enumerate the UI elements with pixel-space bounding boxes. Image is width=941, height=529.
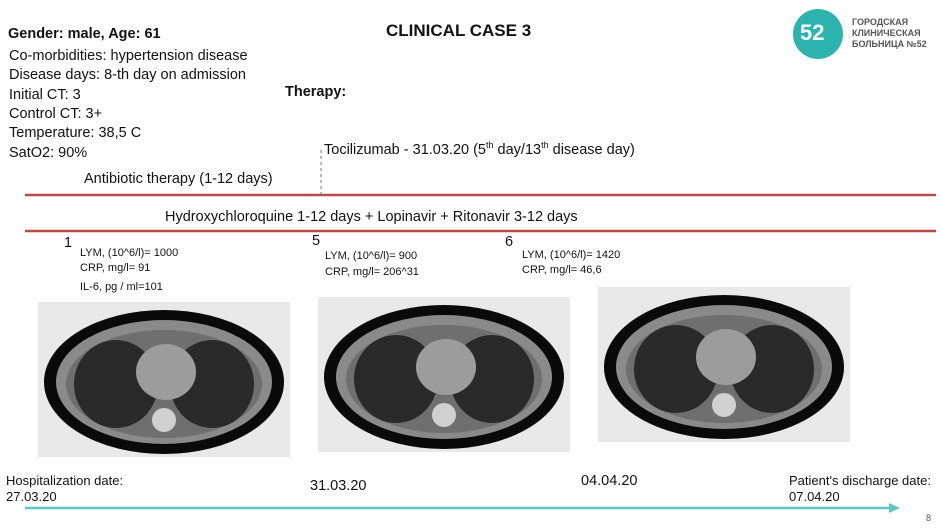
text: disease day) (548, 141, 635, 158)
date-line: 27.03.20 (6, 489, 57, 504)
patient: Gender: male, Age: 61 (8, 26, 161, 42)
history: Control CT: 3+ (9, 106, 103, 122)
day: 5 (312, 233, 321, 249)
logo-text: ГОРОДСКАЯ КЛИНИЧЕСКАЯ БОЛЬНИЦА №52 (852, 17, 927, 50)
lab: LYM, (10^6/l)= 900 (325, 250, 418, 262)
history: Temperature: 38,5 C (9, 125, 142, 141)
day: 1 (64, 235, 73, 251)
date: Patient's discharge date: 07.04.20 (789, 473, 931, 505)
lab: LYM, (10^6/l)= 1000 (80, 247, 179, 259)
history: Initial CT: 3 (9, 87, 81, 103)
title: CLINICAL CASE 3 (386, 21, 532, 40)
date: 04.04.20 (581, 473, 638, 489)
sup: th (486, 140, 494, 150)
lab: CRP, mg/l= 91 (80, 262, 151, 274)
text: day/13 (493, 141, 542, 158)
history: SatO2: 90% (9, 145, 88, 161)
date: Hospitalization date: 27.03.20 (6, 473, 123, 505)
tocilizumab: Tocilizumab - 31.03.20 (5th day/13th dis… (324, 135, 635, 160)
date: 31.03.20 (310, 478, 367, 494)
logo-line: ГОРОДСКАЯ (852, 17, 909, 27)
logo-line: БОЛЬНИЦА №52 (852, 39, 927, 49)
antiviral: Hydroxychloroquine 1-12 days + Lopinavir… (165, 209, 578, 225)
date-line: Hospitalization date: (6, 473, 124, 488)
lab: CRP, mg/l= 206^31 (325, 266, 419, 278)
logo-number: 52 (800, 20, 825, 45)
lab: CRP, mg/l= 46,6 (522, 264, 602, 276)
lab: LYM, (10^6/l)= 1420 (522, 249, 621, 261)
history: Disease days: 8-th day on admission (9, 67, 246, 83)
lab: IL-6, pg / ml=101 (80, 281, 163, 293)
sup: th (541, 140, 549, 150)
day: 6 (505, 234, 514, 250)
history: Co-morbidities: hypertension disease (9, 48, 248, 64)
date-line: 07.04.20 (789, 489, 840, 504)
antibiotic: Antibiotic therapy (1-12 days) (84, 171, 273, 187)
date-line: Patient's discharge date: (789, 473, 931, 488)
therapy-label: Therapy: (285, 84, 347, 100)
text: Tocilizumab - 31.03.20 (5 (324, 141, 486, 158)
logo-line: КЛИНИЧЕСКАЯ (852, 28, 921, 38)
page-number: 8 (926, 513, 932, 523)
